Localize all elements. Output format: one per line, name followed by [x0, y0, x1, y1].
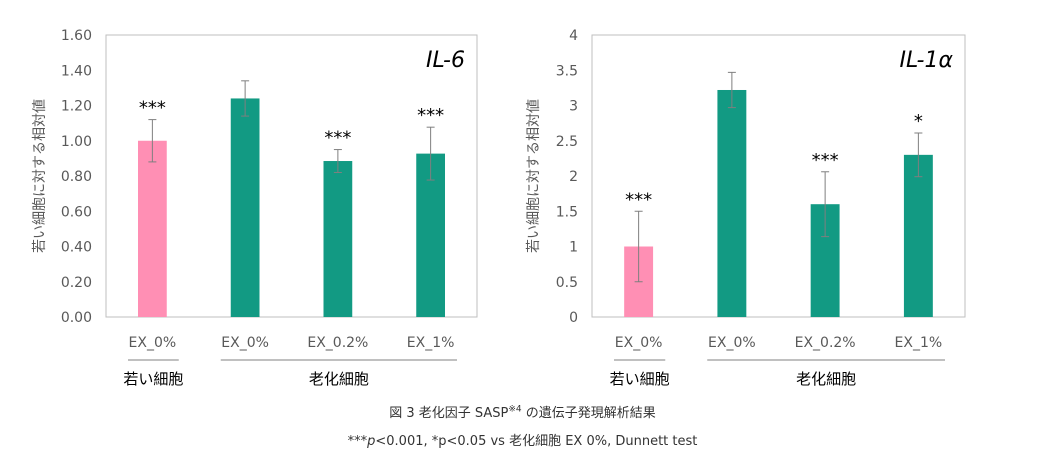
stats-stars: *** — [347, 434, 368, 449]
caption-footnote-mark: ※4 — [508, 404, 522, 415]
bar — [903, 154, 933, 317]
y-tick-label: 0 — [569, 310, 578, 326]
x-tick-label: EX_0% — [615, 335, 663, 351]
y-tick-label: 0.40 — [61, 240, 92, 256]
y-tick-label: 3.5 — [556, 63, 578, 79]
chart-title: IL-1α — [900, 48, 954, 73]
y-tick-label: 0.60 — [61, 204, 92, 220]
y-axis-label: 若い細胞に対する相対値 — [32, 99, 48, 253]
group-label: 老化細胞 — [796, 370, 856, 388]
y-tick-label: 4 — [569, 28, 578, 44]
group-label: 若い細胞 — [610, 370, 670, 388]
group-label: 老化細胞 — [309, 370, 369, 388]
x-tick-label: EX_0.2% — [795, 335, 856, 351]
x-tick-label: EX_0.2% — [307, 335, 368, 351]
x-tick-label: EX_0% — [708, 335, 756, 351]
plot-frame — [591, 34, 966, 318]
y-tick-label: 0.80 — [61, 169, 92, 185]
y-tick-label: 1.40 — [61, 63, 92, 79]
y-tick-label: 0.5 — [556, 275, 578, 291]
figure-caption: 図 3 老化因子 SASP※4 の遺伝子発現解析結果 — [0, 402, 1045, 421]
significance-mark: *** — [417, 105, 444, 126]
significance-mark: * — [914, 111, 923, 132]
x-tick-label: EX_0% — [129, 335, 177, 351]
chart-title: IL-6 — [426, 48, 465, 73]
bar — [323, 161, 353, 317]
y-tick-label: 0.00 — [61, 310, 92, 326]
y-tick-label: 3 — [569, 99, 578, 115]
caption-main: 図 3 老化因子 SASP — [389, 406, 509, 421]
y-tick-label: 0.20 — [61, 275, 92, 291]
significance-mark: *** — [625, 189, 652, 210]
significance-mark: *** — [812, 150, 839, 171]
y-tick-label: 1.5 — [556, 204, 578, 220]
plot-frame — [105, 34, 478, 318]
stats-rest: <0.001, *p<0.05 vs 老化細胞 EX 0%, Dunnett t… — [375, 434, 698, 449]
bar — [416, 153, 446, 317]
significance-mark: *** — [139, 98, 166, 119]
y-axis-label: 若い細胞に対する相対値 — [526, 99, 542, 253]
statistics-note: ***p<0.001, *p<0.05 vs 老化細胞 EX 0%, Dunne… — [0, 430, 1045, 449]
bar — [137, 140, 167, 317]
y-tick-label: 1.20 — [61, 99, 92, 115]
y-tick-label: 2.5 — [556, 134, 578, 150]
y-tick-label: 2 — [569, 169, 578, 185]
stats-p: p — [367, 434, 376, 449]
group-label: 若い細胞 — [123, 370, 183, 388]
y-tick-label: 1 — [569, 240, 578, 256]
y-tick-label: 1.60 — [61, 28, 92, 44]
x-tick-label: EX_1% — [895, 335, 943, 351]
y-tick-label: 1.00 — [61, 134, 92, 150]
significance-mark: *** — [324, 128, 351, 149]
x-tick-label: EX_0% — [221, 335, 269, 351]
bar — [230, 98, 260, 317]
caption-rest: の遺伝子発現解析結果 — [521, 406, 656, 421]
bar — [717, 89, 747, 318]
x-tick-label: EX_1% — [407, 335, 455, 351]
